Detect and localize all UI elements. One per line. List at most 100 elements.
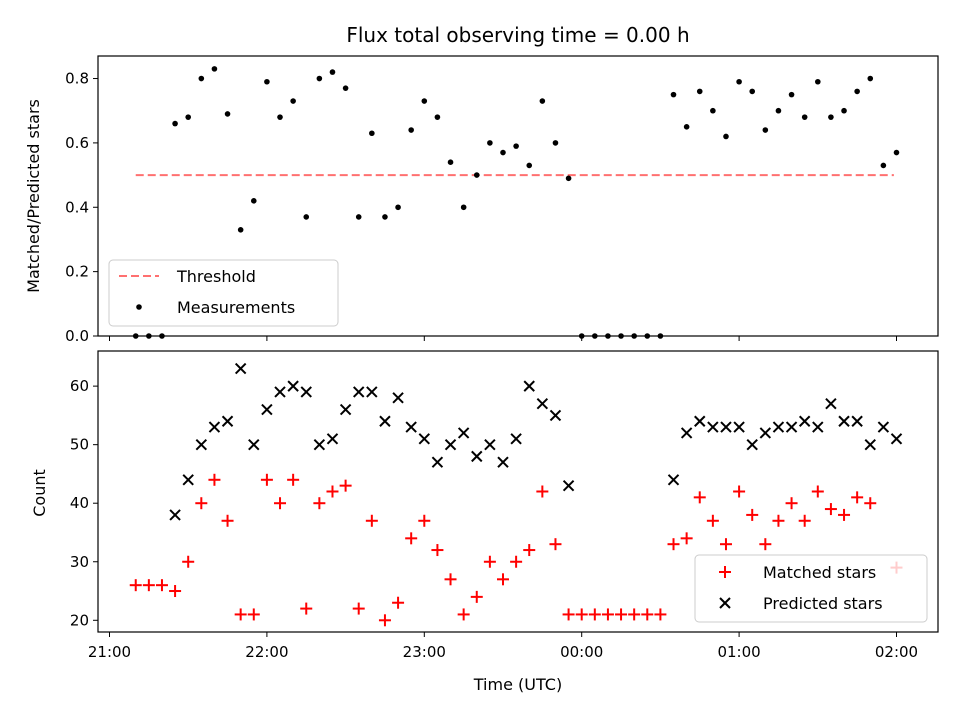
measurement-point (447, 159, 454, 166)
measurement-point (237, 226, 244, 233)
count-y-tick-label: 60 (70, 377, 89, 395)
predicted-star-point (772, 421, 785, 433)
predicted-star-point (812, 421, 824, 433)
ratio-y-tick-label: 0.8 (65, 70, 89, 88)
matched-star-point (746, 508, 759, 521)
matched-star-point (772, 514, 785, 527)
measurement-point (303, 214, 310, 220)
matched-star-point (667, 538, 680, 551)
measurement-point (867, 75, 874, 82)
count-x-ticks: 21:00 22:00 23:00 00:00 01:00 02:00 (88, 632, 918, 661)
predicted-star-point (759, 427, 772, 439)
measurement-point (211, 66, 218, 72)
matched-star-point (365, 514, 378, 527)
predicted-star-point (169, 509, 181, 521)
ratio-axes-frame (97, 55, 939, 337)
measurement-point (369, 130, 375, 137)
matched-star-point (470, 590, 483, 603)
measurement-point (670, 91, 677, 98)
matched-star-point (693, 491, 706, 504)
count-y-tick-label: 30 (70, 553, 89, 571)
measurement-point (736, 78, 742, 85)
legend-predicted-swatch (719, 597, 731, 609)
predicted-star-point (680, 427, 693, 439)
matched-star-point (759, 538, 772, 551)
matched-star-point (431, 544, 444, 557)
predicted-star-point (405, 421, 417, 433)
matched-star-point (601, 608, 614, 621)
predicted-star-point (890, 433, 903, 445)
matched-star-point (352, 602, 365, 615)
matched-star-point (483, 555, 496, 568)
matched-star-point (497, 573, 509, 586)
matched-star-point (510, 555, 523, 568)
measurement-point (316, 75, 323, 82)
chart-title: Flux total observing time = 0.00 h (346, 23, 689, 47)
matched-star-point (247, 608, 260, 621)
predicted-star-point (234, 362, 247, 375)
ratio-y-axis-label: Matched/Predicted stars (24, 99, 43, 293)
count-x-tick-label: 00:00 (560, 643, 603, 661)
matched-stars-points (129, 473, 903, 627)
measurement-point (696, 88, 703, 95)
measurement-point (355, 214, 362, 220)
predicted-star-point (339, 403, 352, 416)
measurement-point (408, 127, 414, 133)
matched-star-point (326, 485, 339, 498)
matched-star-point (129, 579, 142, 592)
predicted-star-point (536, 397, 549, 410)
measurement-point (500, 149, 506, 156)
matched-star-point (287, 473, 300, 486)
matched-star-point (523, 544, 536, 557)
predicted-star-point (248, 438, 260, 451)
matched-star-point (864, 497, 877, 510)
ratio-y-tick-label: 0.2 (65, 263, 89, 281)
matched-star-point (628, 608, 641, 621)
count-panel: 20 30 40 50 60 21:00 22:00 23:00 00:00 01:00 02:0… (30, 350, 939, 694)
predicted-star-point (720, 421, 732, 433)
count-x-tick-label: 21:00 (88, 643, 131, 661)
predicted-star-point (326, 433, 339, 445)
count-x-tick-label: 02:00 (875, 643, 918, 661)
measurement-point (460, 204, 467, 211)
matched-star-point (274, 497, 287, 510)
measurement-point (841, 107, 847, 114)
ratio-y-tick-label: 0.6 (65, 134, 89, 152)
matched-star-point (221, 514, 234, 527)
predicted-star-point (300, 386, 312, 398)
matched-star-point (719, 538, 732, 551)
measurement-point (224, 111, 231, 117)
matched-star-point (785, 497, 798, 510)
predicted-star-point (877, 421, 890, 433)
predicted-star-point (471, 450, 483, 463)
predicted-star-point (851, 415, 863, 427)
legend-measurements-label: Measurements (177, 298, 295, 317)
measurement-point (880, 162, 887, 169)
measurement-point (473, 172, 480, 178)
matched-star-point (654, 608, 667, 621)
count-y-tick-label: 50 (70, 436, 89, 454)
matched-star-point (418, 514, 431, 527)
measurement-point (421, 98, 428, 104)
matched-star-point (680, 532, 693, 545)
predicted-star-point (287, 380, 299, 392)
matched-star-point (260, 473, 273, 486)
predicted-star-point (418, 433, 431, 445)
measurement-point (264, 78, 270, 85)
legend-matched-swatch (719, 566, 731, 578)
predicted-star-point (510, 433, 522, 445)
matched-star-point (392, 596, 405, 609)
measurement-point (487, 140, 493, 146)
predicted-star-point (707, 421, 719, 433)
count-legend-box (694, 554, 928, 623)
matched-star-point (549, 538, 562, 551)
measurement-point (329, 69, 336, 75)
ratio-y-ticks: 0.0 0.2 0.4 0.6 0.8 (65, 70, 98, 345)
count-axes-frame (97, 350, 939, 633)
predicted-star-point (746, 438, 758, 451)
x-axis-label: Time (UTC) (473, 675, 562, 694)
measurement-point (762, 127, 769, 133)
predicted-star-point (392, 392, 404, 404)
matched-star-point (811, 485, 824, 498)
measurement-point (854, 88, 860, 95)
